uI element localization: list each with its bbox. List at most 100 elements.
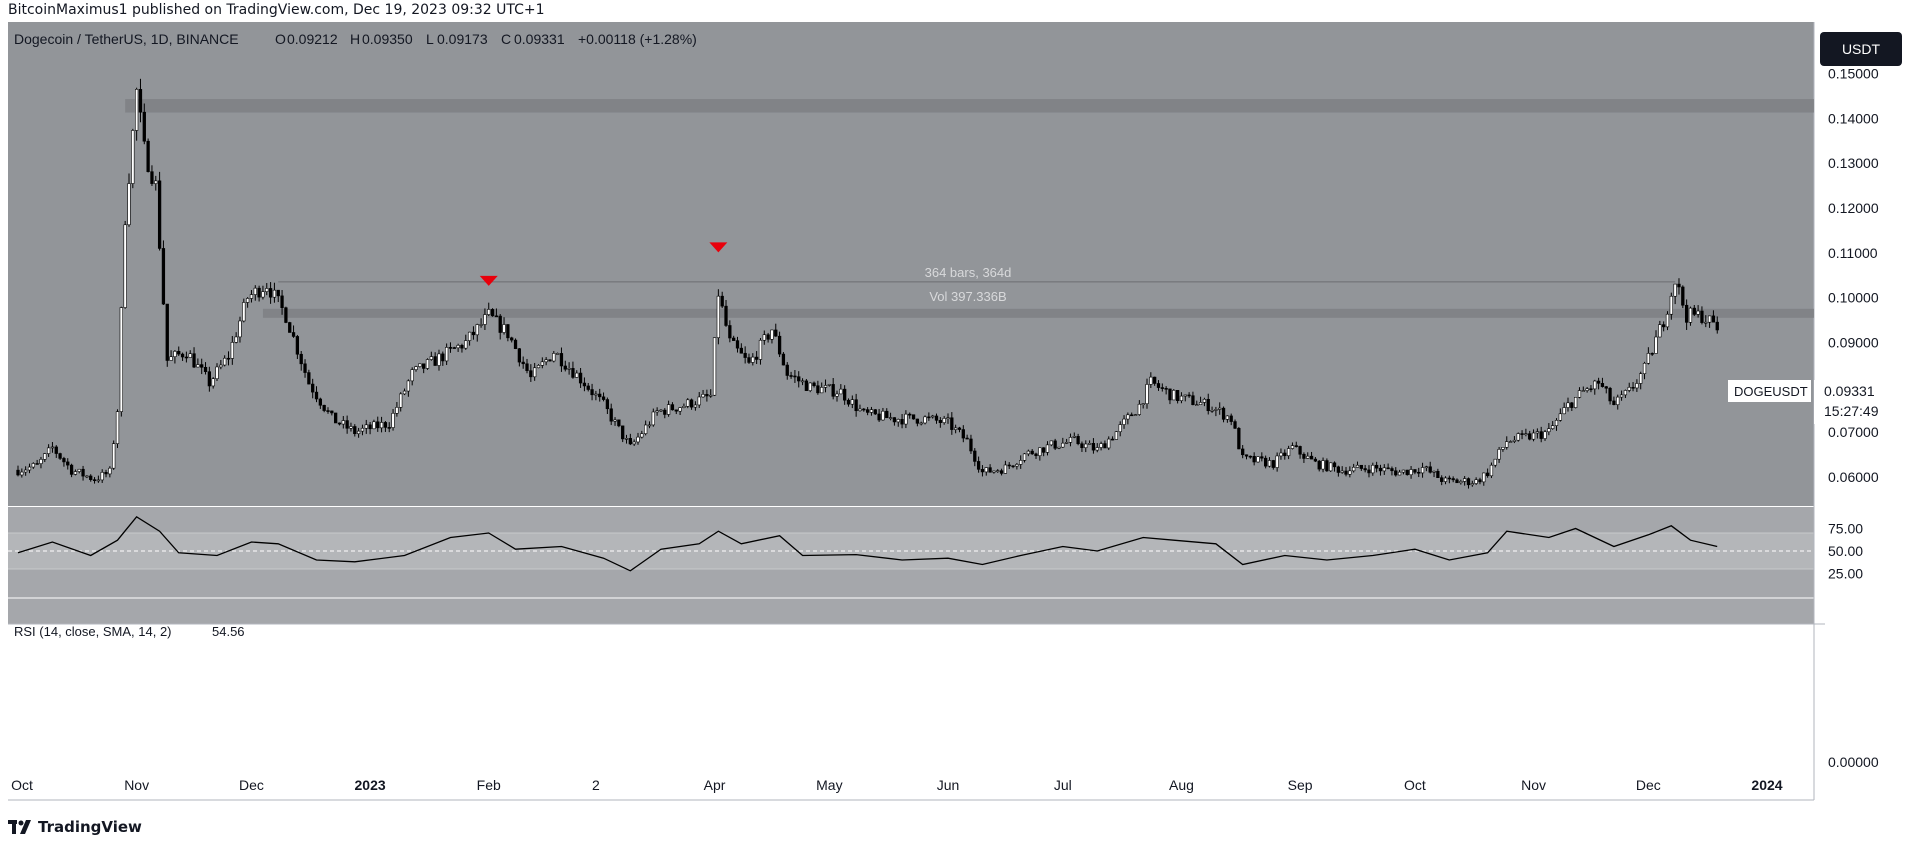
candle-body [555,353,560,355]
candle-body [766,334,770,340]
time-tick-label: Nov [1521,777,1546,793]
candle-body [1256,456,1260,463]
currency-badge-label: USDT [1842,41,1881,57]
candle-body [789,375,793,377]
time-tick-label: 2024 [1751,777,1782,793]
candle-body [1631,386,1635,389]
candle-body [1237,428,1241,450]
candle-body [984,467,988,473]
candle-body [892,417,897,423]
candle-body [288,322,292,333]
candle-body [1141,403,1145,406]
candle-body [559,353,564,367]
candle-body [820,387,824,394]
candle-body [399,393,403,408]
candle-body [54,446,58,454]
candle-body [1302,453,1306,459]
candle-body [127,183,131,226]
candle-body [1084,443,1088,449]
candle-body [586,385,590,390]
candle-body [1539,431,1543,439]
time-tick-label: Nov [124,777,149,793]
candle-body [1072,436,1076,438]
tradingview-logo[interactable]: TradingView [8,818,142,836]
candle-body [188,353,192,358]
candle-body [92,479,97,481]
candle-body [200,364,204,368]
candle-body [471,331,476,336]
candle-body [1026,450,1031,455]
candle-body [207,371,211,387]
candle-body [418,363,422,367]
time-tick-label: Feb [477,777,501,793]
candle-body [1042,447,1046,453]
price-tick-label: 0.07000 [1828,424,1879,440]
candle-body [1183,394,1187,397]
time-tick-label: Sep [1288,777,1313,793]
candle-body [1164,388,1168,390]
candle-body [498,315,502,333]
candle-body [24,469,28,473]
candle-body [142,111,146,142]
candle-body [1482,472,1486,483]
candle-body [73,471,78,475]
candle-body [976,461,981,470]
candle-body [429,356,433,360]
candle-body [1405,469,1409,476]
candle-body [571,368,575,378]
price-tick-label: 0.09000 [1828,334,1879,350]
candle-body [640,433,644,438]
candle-body [521,361,525,365]
time-tick-label: Oct [1404,777,1426,793]
candle-body [1045,444,1050,453]
candle-body [835,393,839,397]
candle-body [797,376,801,382]
candle-body [954,427,958,430]
candle-body [1064,442,1069,444]
candle-body [161,248,166,305]
candle-body [697,396,701,406]
candle-body [621,425,625,440]
candle-body [1210,410,1214,412]
candle-body [406,380,411,392]
candle-body [1267,460,1272,467]
candle-body [552,353,556,362]
candle-body [1646,353,1650,364]
candle-body [1612,400,1616,406]
candle-body [1233,421,1237,429]
currency-badge[interactable]: USDT [1820,32,1902,66]
measure-bars: 364 bars, 364d [925,265,1012,280]
candle-body [1642,362,1647,374]
candle-body [272,289,277,298]
candle-body [257,287,261,298]
candle-body [356,430,361,435]
candle-body [1516,433,1520,441]
candle-body [1252,456,1256,463]
price-label-countdown: 15:27:49 [1824,403,1879,419]
candle-body [1118,424,1122,433]
candle-body [846,399,851,405]
candle-body [50,446,55,449]
candle-body [460,345,464,349]
red-marker [479,275,498,286]
candle-body [242,302,246,322]
candle-body [666,404,671,415]
candle-body [1241,448,1245,456]
candle-body [1432,470,1436,473]
candle-body [20,471,24,476]
candle-body [322,404,326,411]
candle-body [858,408,862,412]
candle-body [58,453,62,459]
candle-body [192,353,196,368]
candle-body [1022,453,1027,461]
candle-body [1650,353,1654,355]
candle-body [1623,390,1628,396]
candle-body [743,352,747,358]
candle-body [291,332,296,337]
candle-body [437,353,441,366]
candle-body [881,410,885,421]
candle-body [950,417,954,430]
candle-body [307,372,311,385]
price-tick-label: 0.10000 [1828,290,1879,306]
